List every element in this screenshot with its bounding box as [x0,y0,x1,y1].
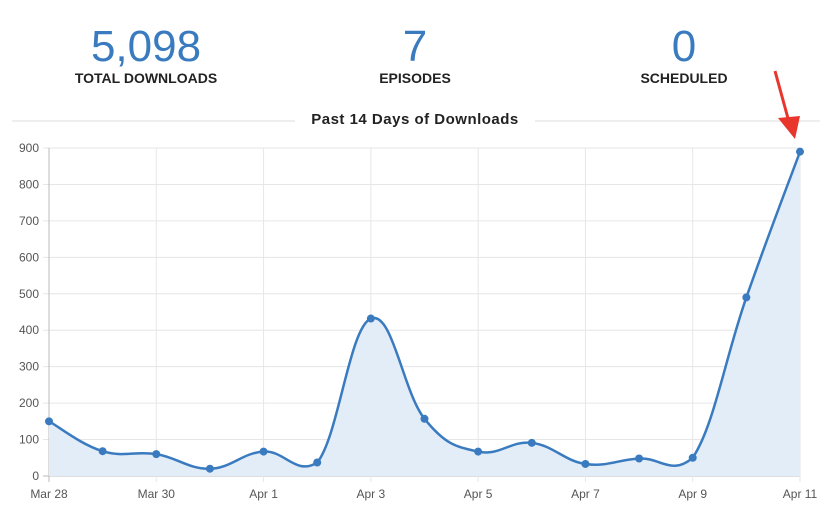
x-tick-label: Mar 28 [30,487,68,501]
y-tick-label: 300 [19,360,39,374]
data-point [313,458,322,467]
arrow-annotation [773,70,800,139]
stat-value: 5,098 [90,22,202,71]
data-point [635,454,644,463]
y-tick-label: 800 [19,177,39,191]
x-tick-label: Apr 9 [678,487,707,501]
y-tick-label: 500 [19,287,39,301]
stat-label: EPISODES [379,70,451,86]
stat-episodes: 7 EPISODES [315,22,515,87]
y-tick-label: 100 [19,433,39,447]
data-point [98,447,107,456]
data-point [527,438,536,447]
stat-value: 0 [671,22,697,71]
data-point [420,414,429,423]
stat-scheduled: 0 SCHEDULED [584,22,784,87]
data-point [152,450,161,459]
data-point [45,417,53,426]
y-tick-label: 200 [19,396,39,410]
y-tick-label: 900 [19,141,39,155]
area-fill [49,151,800,476]
y-tick-label: 0 [32,469,39,483]
data-point [259,447,268,456]
data-point [742,293,751,302]
stat-label: SCHEDULED [640,70,728,86]
stat-label: TOTAL DOWNLOADS [74,70,218,86]
chart-title: Past 14 Days of Downloads [311,111,519,128]
x-tick-label: Apr 7 [571,487,600,501]
data-point [366,314,375,323]
x-tick-label: Apr 5 [464,487,493,501]
x-tick-label: Mar 30 [138,487,176,501]
x-tick-label: Apr 11 [783,487,818,501]
data-point [205,464,214,473]
y-tick-label: 600 [19,250,39,264]
data-point [581,459,590,468]
series-line [48,151,802,470]
data-point [688,453,697,462]
stat-total-downloads: 5,098 TOTAL DOWNLOADS [46,22,246,87]
data-point [796,147,804,156]
y-tick-label: 700 [19,214,39,228]
x-tick-label: Apr 1 [249,487,278,501]
x-tick-label: Apr 3 [357,487,386,501]
stat-value: 7 [402,22,428,71]
data-point [474,447,483,456]
y-tick-label: 400 [19,323,39,337]
